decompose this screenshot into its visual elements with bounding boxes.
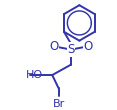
Text: O: O	[50, 40, 59, 53]
Text: Br: Br	[52, 99, 65, 109]
Text: O: O	[83, 40, 92, 53]
Text: HO: HO	[26, 70, 43, 80]
Text: S: S	[67, 43, 75, 56]
